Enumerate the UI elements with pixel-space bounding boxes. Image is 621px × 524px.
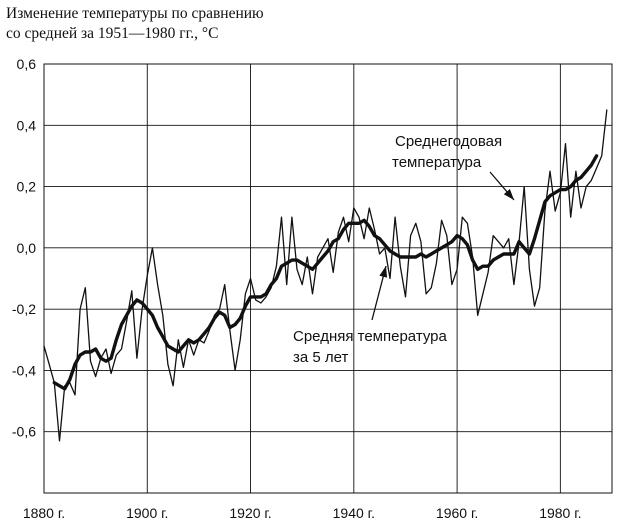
x-tick-label: 1960 г. (436, 505, 478, 521)
annotation-five-year-arrow-head (379, 266, 388, 278)
series-line-annual (43, 109, 608, 442)
annotation-five-year-line-1: Средняя температура (293, 328, 448, 345)
x-tick-label: 1940 г. (333, 505, 375, 521)
annotation-annual-arrow-head (503, 189, 514, 200)
chart-title-line-2: со средней за 1951—1980 гг., °C (6, 25, 219, 42)
plot-frame (43, 63, 613, 494)
x-tick-label: 1900 г. (126, 505, 168, 521)
chart-title: Изменение температуры по сравнению со ср… (6, 4, 264, 44)
x-tick-label: 1920 г. (229, 505, 271, 521)
y-tick-label: 0,6 (17, 56, 37, 72)
series-line-five_year (52, 154, 599, 391)
y-tick-label: 0,4 (17, 117, 37, 133)
chart-title-line-1: Изменение температуры по сравнению (6, 5, 264, 22)
y-tick-label: -0,2 (12, 301, 36, 317)
annotation-five-year-line-2: за 5 лет (293, 349, 348, 366)
annotation-annual-line-1: Среднегодовая (395, 133, 502, 150)
annotations: Среднегодовая температура Средняя температ… (293, 133, 515, 366)
y-tick-label: -0,4 (12, 362, 36, 378)
x-tick-label: 1980 г. (539, 505, 581, 521)
annotation-annual-line-2: температура (392, 154, 482, 171)
tick-labels: 0,6 0,4 0,2 0,0 -0,2 -0,4 -0,6 1880 г. 1900 г. 19… (12, 56, 582, 521)
x-tick-label: 1880 г. (23, 505, 65, 521)
y-tick-label: 0,0 (17, 240, 37, 256)
y-tick-label: 0,2 (17, 179, 37, 195)
series-lines (43, 109, 608, 442)
grid (43, 63, 613, 494)
y-tick-label: -0,6 (12, 424, 36, 440)
